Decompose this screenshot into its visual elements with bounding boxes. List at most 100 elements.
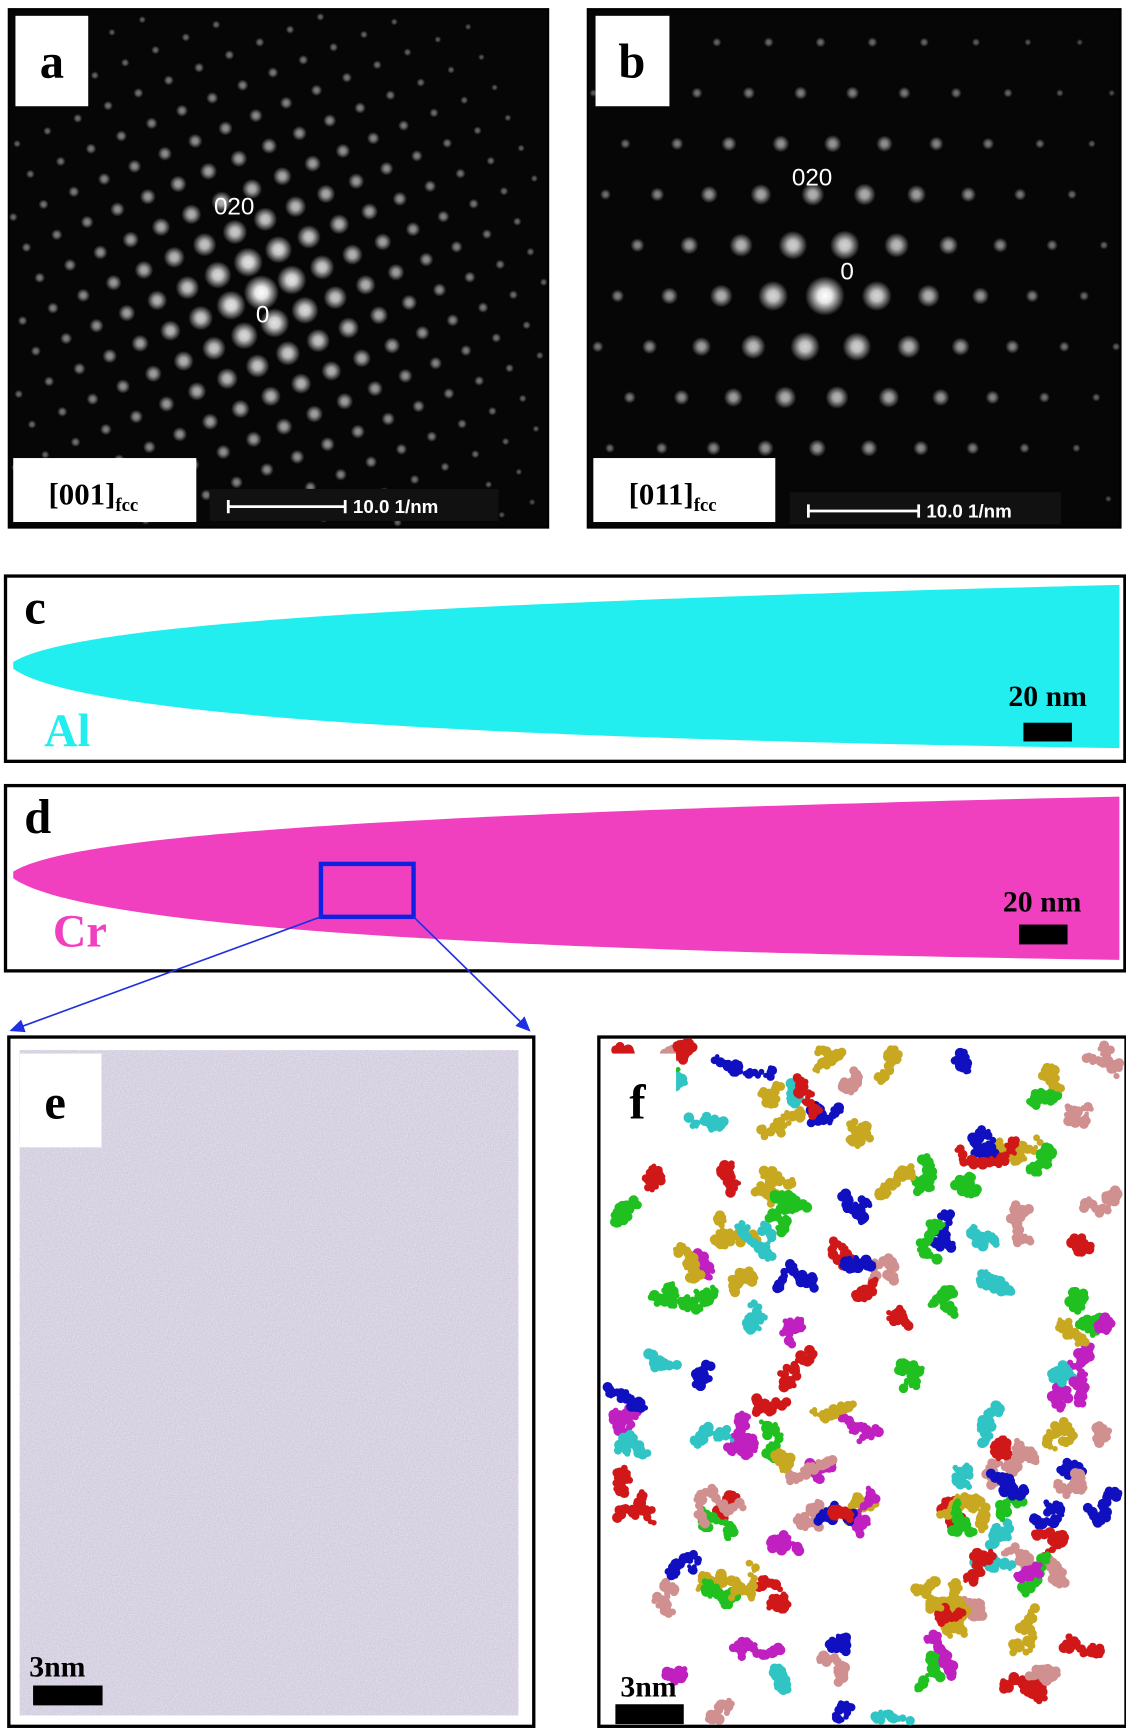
diffraction-spot [396, 443, 408, 455]
diffraction-spot [826, 386, 849, 409]
diffraction-spot [884, 233, 909, 258]
diffraction-spot [56, 156, 66, 166]
diffraction-pattern [9, 9, 548, 527]
diffraction-spot [724, 388, 743, 407]
cluster-atom [1085, 1111, 1089, 1115]
diffraction-spot [605, 443, 615, 453]
cluster-atom [1059, 1487, 1066, 1494]
cluster-atom [998, 1142, 1004, 1148]
diffraction-spot [1088, 140, 1096, 148]
diffraction-spot [611, 289, 624, 302]
diffraction-spot [202, 413, 219, 430]
cluster-atom [961, 1056, 968, 1063]
diffraction-spot [774, 386, 796, 408]
diffraction-spot [261, 386, 281, 406]
diffraction-spot [913, 441, 928, 456]
diffraction-spot [1019, 443, 1029, 453]
diffraction-spot [218, 121, 232, 135]
diffraction-spot [68, 186, 79, 197]
diffraction-spot [43, 127, 51, 135]
diffraction-spot [455, 168, 465, 178]
diffraction-spot [320, 437, 335, 452]
diffraction-spot [39, 199, 49, 209]
diffraction-spot [661, 287, 678, 304]
diffraction-spot [187, 382, 206, 401]
cluster-atom [856, 1438, 862, 1444]
diffraction-spot [146, 117, 158, 129]
diffraction-spot [352, 349, 371, 368]
diffraction-spot [517, 145, 524, 152]
diffraction-spot [600, 189, 611, 200]
page: 020 0 a [001]fcc 10.0 1/nm 020 0 b [011]… [0, 0, 1126, 1730]
diffraction-spot [128, 160, 142, 174]
diffraction-spot [951, 337, 969, 355]
cluster-atom [623, 1414, 631, 1422]
diffraction-spot [335, 468, 347, 480]
cluster-atom [1046, 1097, 1055, 1106]
diffraction-spot [920, 38, 929, 47]
diffraction-spot [18, 316, 28, 326]
diffraction-spot [897, 335, 921, 359]
diffraction-spot [116, 379, 130, 393]
diffraction-spot [624, 391, 636, 403]
diffraction-spot [642, 339, 657, 354]
diffraction-spot [411, 150, 423, 162]
cluster-atom [968, 1184, 974, 1190]
diffraction-spot [426, 431, 437, 442]
diffraction-spot [729, 233, 753, 257]
diffraction-spot [706, 441, 721, 456]
diffraction-spot [206, 92, 218, 104]
panel-label: c [24, 581, 46, 634]
diffraction-spot [158, 147, 172, 161]
diffraction-spot [151, 46, 160, 55]
diffraction-spot [764, 37, 774, 47]
diffraction-spot [434, 36, 441, 43]
diffraction-spot [398, 369, 413, 384]
diffraction-spot [972, 287, 989, 304]
diffraction-spot [464, 271, 476, 283]
diffraction-spot [876, 135, 893, 152]
diffraction-spot [1003, 88, 1012, 97]
cluster-atom [1076, 1365, 1082, 1371]
cluster-atom [1060, 1578, 1070, 1588]
diffraction-spot [265, 236, 293, 264]
scale-bar [33, 1686, 102, 1706]
diffraction-spot [1079, 291, 1089, 301]
diffraction-spot [131, 335, 149, 353]
cluster-atom [907, 1163, 914, 1170]
diffraction-spot [158, 396, 174, 412]
diffraction-spot [502, 438, 510, 446]
diffraction-spot [1100, 241, 1109, 250]
diffraction-spot [519, 395, 527, 403]
diffraction-spot [275, 341, 300, 366]
diffraction-spot [898, 87, 910, 99]
diffraction-spot [391, 18, 398, 25]
diffraction-spot [772, 135, 789, 152]
diffraction-spot [412, 400, 425, 413]
diffraction-spot [929, 136, 944, 151]
diffraction-spot [536, 352, 544, 360]
diffraction-spot [176, 276, 200, 300]
cluster-atom [767, 1405, 777, 1415]
cluster-atom [895, 1716, 901, 1722]
cluster-atom [946, 1671, 956, 1681]
diffraction-spot [304, 155, 321, 172]
cluster-atom [952, 1611, 959, 1618]
diffraction-spot [176, 105, 188, 117]
cluster-atom [789, 1177, 795, 1183]
diffraction-spot [173, 351, 193, 371]
diffraction-spot [51, 229, 62, 240]
diffraction-spot [135, 261, 154, 280]
diffraction-spot [13, 140, 21, 148]
cluster-atom [883, 1051, 894, 1062]
diffraction-spot [41, 451, 49, 459]
diffraction-spot [224, 50, 234, 60]
diffraction-spot [437, 210, 449, 222]
figure: 020 0 a [001]fcc 10.0 1/nm 020 0 b [011]… [0, 0, 1126, 1730]
cluster-atom [845, 1513, 850, 1518]
diffraction-spot [246, 431, 262, 447]
diffraction-spot [133, 88, 143, 98]
diffraction-spot [367, 381, 383, 397]
diffraction-spot [351, 424, 365, 438]
diffraction-spot [202, 336, 226, 360]
